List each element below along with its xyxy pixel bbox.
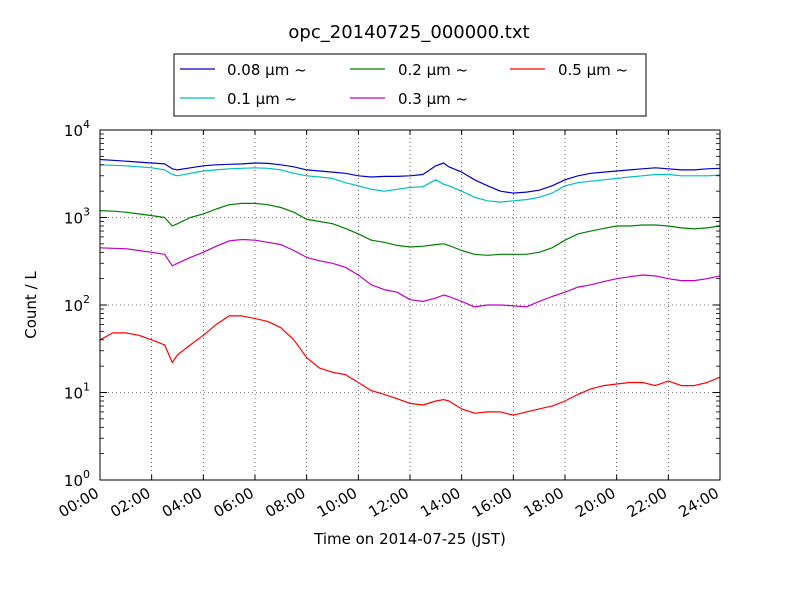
legend-label-3: 0.3 μm ~ <box>398 90 468 108</box>
y-tick-label: 102 <box>64 293 90 315</box>
legend-item-4: 0.5 μm ~ <box>510 61 628 79</box>
series-line-2 <box>99 202 721 256</box>
y-tick-label: 101 <box>64 381 90 403</box>
legend-item-2: 0.2 μm ~ <box>350 61 468 79</box>
legend-item-0: 0.08 μm ~ <box>180 61 307 79</box>
legend-item-3: 0.3 μm ~ <box>350 90 468 108</box>
legend-item-1: 0.1 μm ~ <box>180 90 297 108</box>
grid <box>100 130 720 480</box>
legend-label-4: 0.5 μm ~ <box>558 61 628 79</box>
chart-title: opc_20140725_000000.txt <box>288 22 529 43</box>
series-line-4 <box>99 315 721 416</box>
series-line-3 <box>99 238 721 308</box>
y-axis-label: Count / L <box>22 271 40 339</box>
legend-label-1: 0.1 μm ~ <box>227 90 297 108</box>
legend-label-2: 0.2 μm ~ <box>398 61 468 79</box>
y-tick-label: 104 <box>64 118 90 140</box>
legend-label-0: 0.08 μm ~ <box>227 61 307 79</box>
y-tick-label: 100 <box>64 468 90 490</box>
legend: 0.08 μm ~ 0.1 μm ~ 0.2 μm ~ 0.3 μm ~ 0.5… <box>173 53 647 117</box>
x-axis-label: Time on 2014-07-25 (JST) <box>313 530 506 548</box>
legend-frame <box>173 53 647 117</box>
series-line-1 <box>99 164 721 203</box>
y-tick-label: 103 <box>64 206 90 228</box>
series-line-0 <box>99 158 721 194</box>
ticks <box>99 129 721 481</box>
series-layer <box>99 158 721 416</box>
y-tick-labels: 100 101 102 103 104 <box>64 118 90 490</box>
